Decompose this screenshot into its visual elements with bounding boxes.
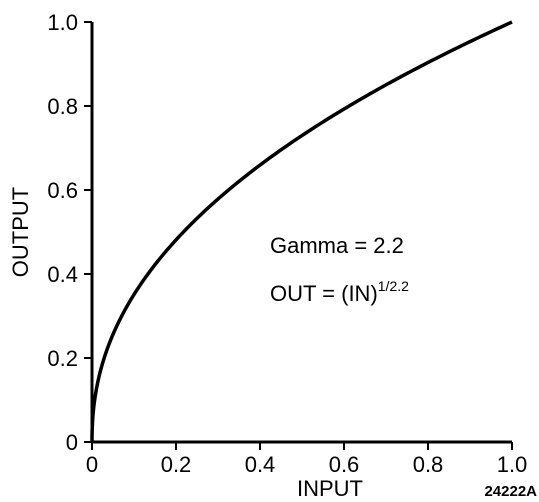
formula-main: OUT = (IN) <box>270 281 378 306</box>
x-tick-label: 0 <box>86 452 98 477</box>
y-tick-label: 1.0 <box>47 10 78 35</box>
y-tick-label: 0.6 <box>47 178 78 203</box>
x-tick-label: 1.0 <box>497 452 528 477</box>
x-tick-label: 0.8 <box>413 452 444 477</box>
gamma-annotation: Gamma = 2.2 <box>270 233 404 258</box>
y-tick-label: 0.8 <box>47 94 78 119</box>
figure-id: 24222A <box>484 483 537 500</box>
x-tick-label: 0.2 <box>161 452 192 477</box>
y-tick-label: 0.4 <box>47 262 78 287</box>
formula-annotation: OUT = (IN)1/2.2 <box>270 278 409 306</box>
x-tick-label: 0.4 <box>245 452 276 477</box>
x-tick-label: 0.6 <box>329 452 360 477</box>
formula-exponent: 1/2.2 <box>378 278 409 294</box>
y-tick-label: 0.2 <box>47 346 78 371</box>
y-axis-ticks: 0 0.2 0.4 0.6 0.8 1.0 <box>47 10 92 455</box>
x-axis-label: INPUT <box>297 476 363 501</box>
x-axis-ticks: 0 0.2 0.4 0.6 0.8 1.0 <box>86 442 527 477</box>
y-tick-label: 0 <box>66 430 78 455</box>
y-axis-label: OUTPUT <box>8 187 33 277</box>
gamma-curve-line <box>90 20 513 443</box>
